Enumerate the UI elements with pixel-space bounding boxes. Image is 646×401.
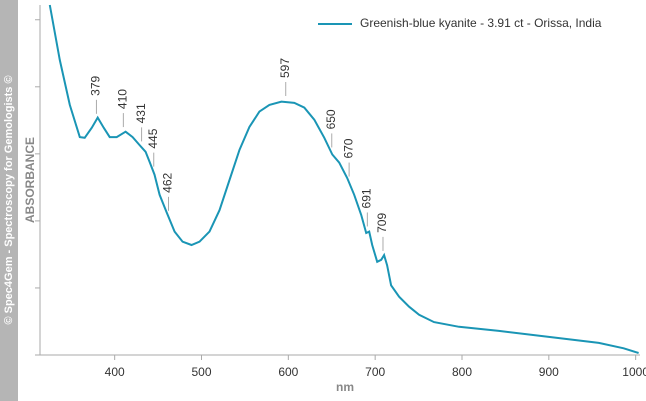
legend-label: Greenish-blue kyanite - 3.91 ct - Orissa… (360, 16, 602, 30)
x-tick-label: 400 (105, 365, 125, 379)
peak-label: 597 (278, 58, 292, 78)
y-axis-label: ABSORBANCE (23, 137, 37, 223)
x-tick-label: 1000 (622, 365, 646, 379)
watermark: © Spec4Gem - Spectroscopy for Gemologist… (3, 75, 15, 324)
peak-label: 709 (375, 213, 389, 233)
x-tick-label: 800 (452, 365, 472, 379)
peak-label: 410 (116, 89, 130, 109)
x-tick-label: 500 (191, 365, 211, 379)
watermark-band (0, 0, 18, 401)
peak-label: 379 (89, 75, 103, 95)
x-tick-label: 600 (278, 365, 298, 379)
x-axis-label: nm (336, 380, 354, 394)
peak-label: 650 (324, 109, 338, 129)
spectrum-line (48, 4, 639, 354)
peak-label: 431 (134, 103, 148, 123)
peak-label: 691 (360, 188, 374, 208)
peak-label: 670 (341, 138, 355, 158)
peak-label: 445 (146, 128, 160, 148)
peak-label: 462 (161, 172, 175, 192)
x-tick-label: 900 (539, 365, 559, 379)
x-tick-label: 700 (365, 365, 385, 379)
